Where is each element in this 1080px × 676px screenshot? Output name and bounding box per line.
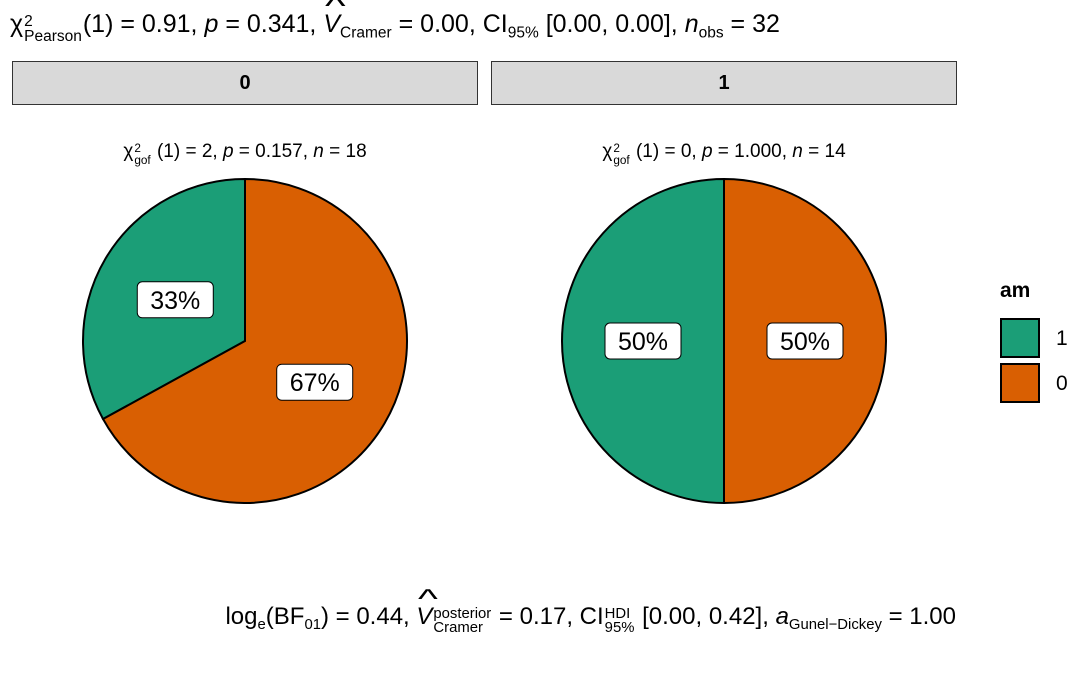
legend-key-0 bbox=[1000, 363, 1040, 403]
chi-value: (1) = 0.91, bbox=[82, 10, 205, 38]
facet-strip-label: 0 bbox=[239, 71, 251, 94]
a-symbol: a bbox=[775, 603, 789, 630]
v-value: = 0.00, CI bbox=[391, 10, 508, 38]
ci-sup: HDI bbox=[604, 606, 631, 623]
n-value: = 32 bbox=[723, 10, 780, 38]
chi-value: (1) = 0, bbox=[630, 141, 702, 162]
chi-sup: 2 bbox=[24, 13, 33, 31]
chi-symbol: χ bbox=[10, 10, 24, 38]
chi-sub: gof bbox=[134, 153, 151, 167]
chi-symbol: χ bbox=[123, 141, 134, 162]
chi-symbol: χ bbox=[602, 141, 613, 162]
n-symbol: n bbox=[684, 10, 699, 38]
chi-sup: 2 bbox=[134, 142, 141, 156]
a-sub: Gunel−Dickey bbox=[788, 617, 882, 634]
v-sub: Cramer bbox=[433, 620, 483, 637]
p-value: = 0.341, bbox=[218, 10, 324, 38]
pie-1-label-1: 50% bbox=[604, 322, 682, 360]
svg-text:50%: 50% bbox=[618, 328, 668, 356]
n-value: = 18 bbox=[323, 141, 367, 162]
ci-sub: 95% bbox=[604, 620, 635, 637]
ci-value: [0.00, 0.42], bbox=[635, 603, 776, 630]
pie-0-label-0: 67% bbox=[276, 363, 354, 401]
p-symbol: p bbox=[204, 10, 219, 38]
v-symbol: V bbox=[416, 602, 432, 632]
bf-sub: 01 bbox=[304, 617, 321, 634]
legend-label-0: 0 bbox=[1056, 372, 1068, 395]
bf-text: (BF bbox=[265, 603, 305, 630]
n-symbol: n bbox=[313, 141, 324, 162]
facet-strip-label: 1 bbox=[718, 71, 730, 94]
p-symbol: p bbox=[222, 141, 234, 162]
ci-value: [0.00, 0.00], bbox=[538, 10, 685, 38]
legend-title: am bbox=[1000, 279, 1031, 302]
facet-strip-1: 1 bbox=[491, 61, 957, 105]
v-sub: Cramer bbox=[340, 24, 392, 42]
facet-strip-0: 0 bbox=[12, 61, 478, 105]
legend-label-1: 1 bbox=[1056, 327, 1068, 350]
n-sub: obs bbox=[698, 24, 724, 42]
bf-value: ) = 0.44, bbox=[320, 603, 417, 630]
facet-subtitle-1: χ 2 gof (1) = 0, p = 1.000, n = 14 bbox=[602, 141, 845, 166]
p-value: = 1.000, bbox=[712, 141, 793, 162]
chi-sub: gof bbox=[613, 153, 630, 167]
ci-sub: 95% bbox=[507, 24, 539, 42]
n-symbol: n bbox=[792, 141, 803, 162]
chi-sub: Pearson bbox=[24, 27, 82, 45]
v-value: = 0.17, CI bbox=[492, 603, 604, 630]
pie-0-label-1: 33% bbox=[136, 281, 214, 319]
legend-key-1 bbox=[1000, 318, 1040, 358]
p-symbol: p bbox=[701, 141, 713, 162]
pie-0-slice-0 bbox=[101, 177, 408, 504]
n-value: = 14 bbox=[802, 141, 846, 162]
log-sub: e bbox=[257, 617, 266, 634]
svg-text:33%: 33% bbox=[150, 287, 200, 315]
p-value: = 0.157, bbox=[233, 141, 314, 162]
facet-subtitle-0: χ 2 gof (1) = 2, p = 0.157, n = 18 bbox=[123, 141, 366, 166]
pie-1-label-0: 50% bbox=[766, 322, 844, 360]
log-text: log bbox=[225, 603, 258, 630]
v-sup: posterior bbox=[433, 606, 492, 623]
svg-text:50%: 50% bbox=[780, 328, 830, 356]
chi-sup: 2 bbox=[613, 142, 620, 156]
v-symbol: V bbox=[323, 9, 340, 40]
chi-value: (1) = 2, bbox=[151, 141, 223, 162]
a-value: = 1.00 bbox=[881, 603, 956, 630]
svg-text:67%: 67% bbox=[290, 369, 340, 397]
